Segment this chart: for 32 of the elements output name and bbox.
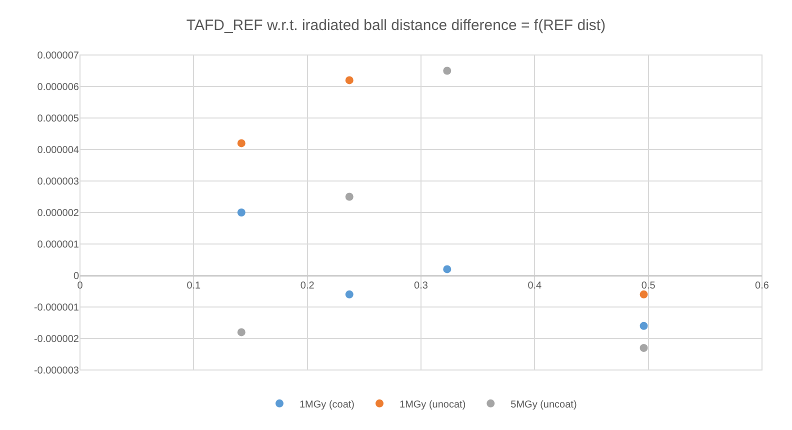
y-tick-label: 0.000003 [37,176,80,188]
point [237,208,246,216]
point [640,322,648,330]
chart-title: TAFD_REF w.r.t. iradiated ball distance difference = f(REF dist) [186,16,606,34]
x-tick-label: 0.1 [186,280,202,292]
y-tick-label: -0.000003 [34,366,80,376]
point [345,290,354,298]
point [640,290,648,298]
legend-label: 1MGy (coat) [300,399,355,410]
point [443,66,452,75]
legend-label: 5MGy (uncoat) [510,399,577,410]
y-tick-label: -0.000002 [34,334,80,345]
x-tick-label: 0.3 [414,280,428,292]
point [237,328,246,336]
y-tick-label: 0.000005 [37,114,80,124]
y-tick-label: 0.000006 [37,82,80,93]
y-tick-label: 0.000001 [37,240,80,250]
point [237,139,246,148]
y-tick-label: 0.000007 [37,50,80,62]
y-tick-label: 0.000002 [37,208,80,219]
point [345,76,354,84]
x-tick-label: 0.5 [641,280,656,292]
point [640,344,648,352]
y-tick-label: -0.000001 [34,302,80,314]
x-tick-label: 0.2 [300,280,315,292]
point [443,265,452,274]
y-tick-label: 0.000004 [37,145,80,156]
point [345,192,354,201]
y-tick-label: 0 [73,271,80,282]
x-tick-label: 0.6 [755,280,770,292]
x-tick-label: 0.4 [528,280,542,292]
legend-label: 1MGy (unocat) [400,399,466,410]
